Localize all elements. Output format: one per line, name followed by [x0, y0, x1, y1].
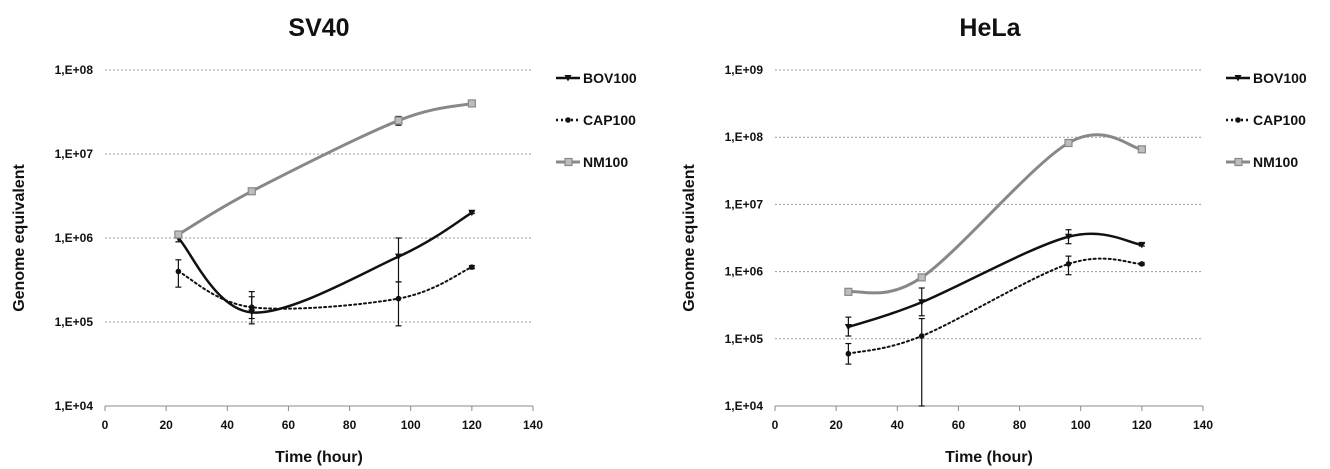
data-point	[394, 253, 402, 261]
data-point	[845, 350, 852, 357]
y-tick-label: 1,E+08	[725, 130, 764, 144]
y-tick-label: 1,E+04	[725, 399, 764, 413]
legend-label: CAP100	[583, 112, 636, 128]
data-point	[1065, 261, 1072, 267]
series-BOV100: BOV100	[174, 70, 637, 325]
x-tick-label: 100	[1071, 418, 1091, 432]
data-point	[468, 209, 476, 217]
y-tick-label: 1,E+05	[55, 315, 94, 329]
series-line	[848, 133, 1143, 295]
data-point	[917, 273, 926, 282]
legend-label: NM100	[583, 154, 628, 170]
y-tick-label: 1,E+06	[725, 265, 764, 279]
legend-marker	[564, 157, 573, 167]
data-point	[844, 323, 852, 331]
data-point	[844, 287, 853, 296]
x-tick-label: 120	[462, 418, 482, 432]
legend-label: CAP100	[1253, 112, 1306, 128]
y-tick-label: 1,E+07	[55, 147, 94, 161]
y-axis-title: Genome equivalent	[11, 164, 28, 312]
series-NM100: NM100	[844, 133, 1298, 296]
chart-SV40: SV40 1,E+04 1,E+05 1,E+06 1,E+07 1,E+08 0 20 40 6…	[11, 14, 637, 466]
x-tick-label: 140	[1193, 418, 1213, 432]
data-point	[918, 299, 926, 306]
x-axis-title: Time (hour)	[945, 449, 1033, 466]
y-tick-label: 1,E+09	[725, 63, 764, 77]
chart-title: SV40	[288, 14, 349, 42]
x-tick-label: 140	[523, 418, 543, 432]
legend-marker	[1234, 157, 1243, 167]
data-point	[1064, 233, 1072, 241]
series-line	[847, 257, 1143, 355]
data-point	[1137, 145, 1146, 154]
x-tick-label: 60	[282, 418, 296, 432]
series-BOV100: BOV100	[844, 70, 1307, 337]
y-tick-label: 1,E+04	[55, 399, 94, 413]
x-tick-label: 80	[343, 418, 357, 432]
data-point	[247, 187, 256, 196]
data-point	[1139, 261, 1145, 267]
y-tick-label: 1,E+07	[725, 197, 764, 211]
y-tick-label: 1,E+05	[725, 332, 764, 346]
legend-marker	[564, 75, 572, 82]
x-axis-title: Time (hour)	[275, 449, 363, 466]
x-tick-label: 20	[159, 418, 173, 432]
legend-marker	[1234, 75, 1242, 82]
series-line	[177, 266, 473, 310]
data-point	[918, 333, 925, 339]
x-tick-label: 60	[952, 418, 966, 432]
x-tick-label: 0	[772, 418, 779, 432]
data-point	[175, 268, 182, 275]
series-NM100: NM100	[174, 99, 628, 239]
data-point	[1138, 241, 1146, 249]
y-tick-label: 1,E+06	[55, 231, 94, 245]
legend-label: NM100	[1253, 154, 1298, 170]
legend-label: BOV100	[1253, 70, 1307, 86]
x-tick-label: 0	[102, 418, 109, 432]
x-tick-label: 80	[1013, 418, 1027, 432]
series-line	[177, 211, 473, 314]
chart-HeLa: HeLa 1,E+04 1,E+05 1,E+06 1,E+07 1,E+08 1,E+09…	[681, 14, 1307, 466]
series-CAP100: CAP100	[175, 112, 636, 327]
data-point	[395, 295, 402, 302]
x-tick-label: 20	[829, 418, 843, 432]
data-point	[467, 99, 476, 108]
data-point	[394, 116, 403, 125]
legend-marker	[565, 117, 571, 123]
data-point	[248, 304, 255, 311]
data-point	[469, 264, 475, 270]
x-tick-label: 120	[1132, 418, 1152, 432]
chart-title: HeLa	[959, 14, 1021, 42]
data-point	[1064, 138, 1073, 148]
x-tick-label: 100	[401, 418, 421, 432]
legend-label: BOV100	[583, 70, 637, 86]
legend-marker	[1235, 117, 1241, 123]
x-tick-label: 40	[891, 418, 905, 432]
y-axis-title: Genome equivalent	[681, 164, 698, 312]
x-tick-label: 40	[221, 418, 235, 432]
series-CAP100: CAP100	[845, 112, 1306, 407]
y-tick-label: 1,E+08	[55, 63, 94, 77]
data-point	[174, 230, 183, 239]
series-line	[177, 101, 473, 236]
series-line	[847, 232, 1143, 329]
